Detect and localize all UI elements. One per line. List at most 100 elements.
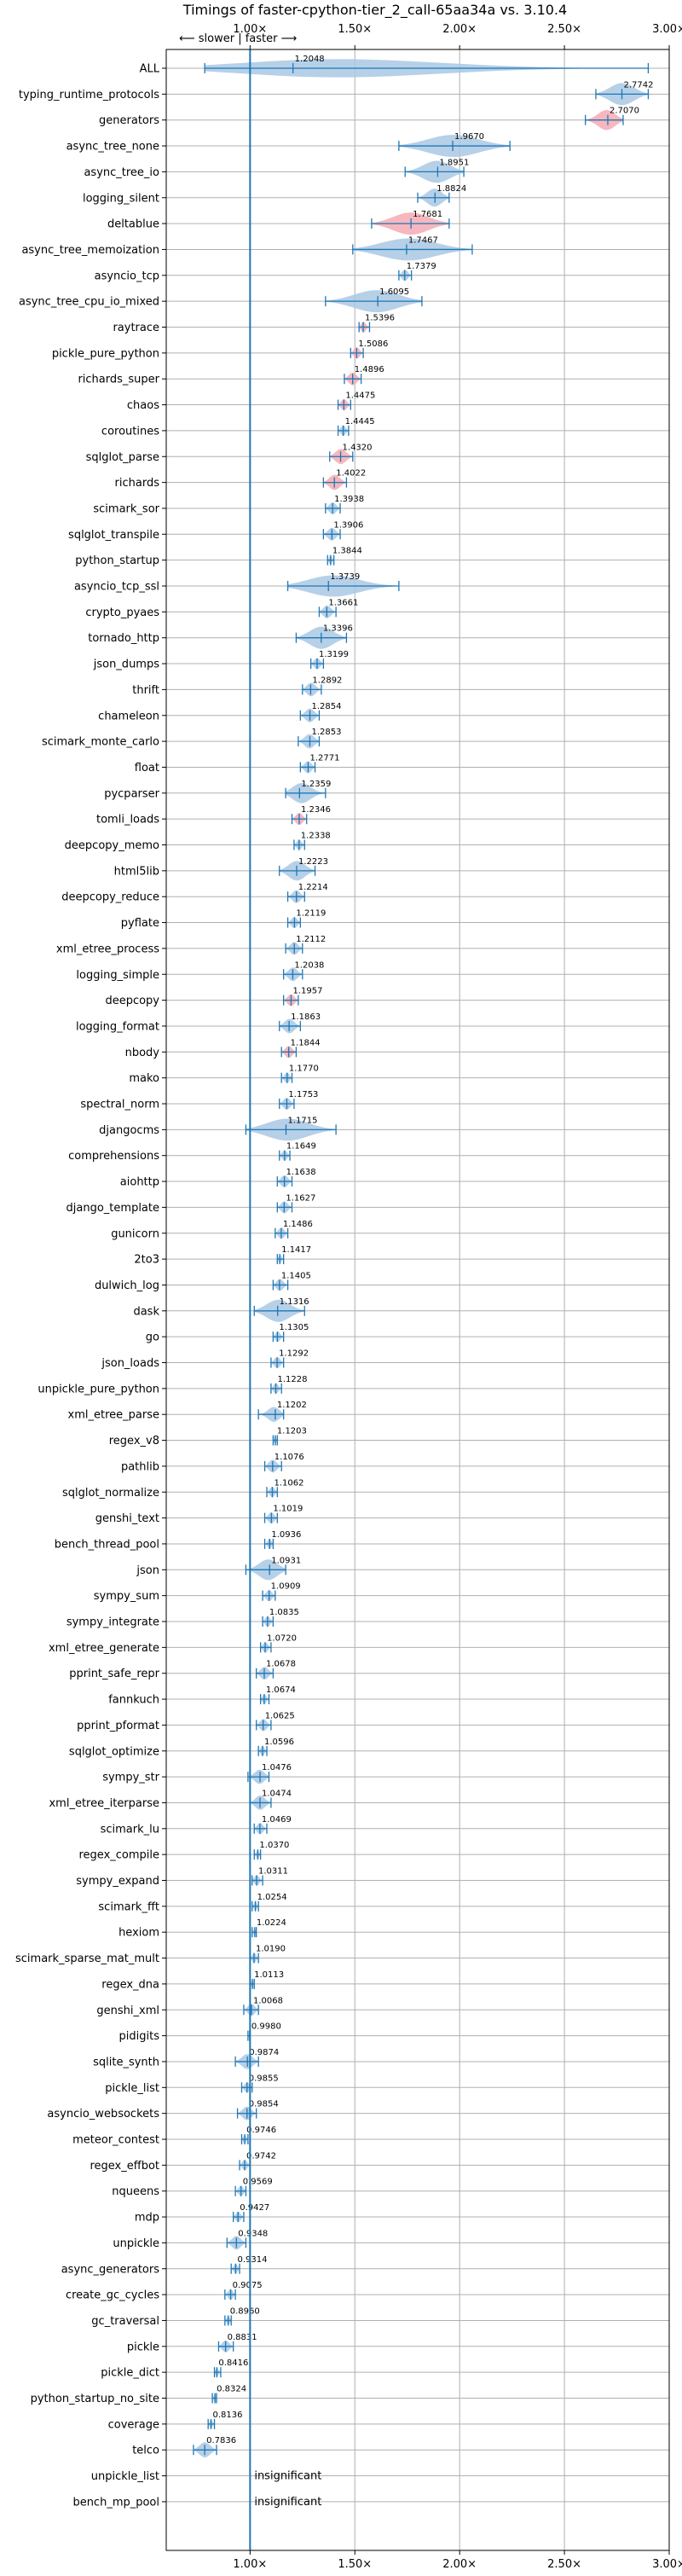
value-label: 0.9742 [246,2151,276,2161]
y-tick-label: sympy_expand [76,1875,159,1888]
y-tick-label: comprehensions [68,1150,159,1163]
y-tick-label: scimark_sor [93,502,159,515]
y-tick-label: sqlglot_normalize [62,1487,159,1500]
value-label: 0.9854 [249,2100,279,2109]
y-tick-label: tornado_http [88,632,159,645]
y-tick-label: 2to3 [134,1254,159,1267]
value-label: 0.8416 [218,2358,248,2368]
y-tick-label: raytrace [113,322,159,334]
value-label: 1.5396 [365,314,395,323]
value-label: 1.7467 [408,235,438,245]
y-tick-label: async_tree_cpu_io_mixed [19,296,159,309]
y-tick-label: djangocms [99,1124,159,1137]
y-tick-label: hexiom [118,1927,159,1940]
value-label: 1.3906 [333,520,363,530]
value-label: 1.0476 [262,1763,292,1772]
y-tick-label: deepcopy_memo [65,839,159,852]
value-label: 0.9980 [251,2022,281,2032]
y-tick-label: scimark_lu [101,1823,159,1836]
value-label: 1.4320 [343,443,373,452]
y-tick-label: coroutines [101,425,159,438]
y-tick-label: django_template [66,1202,159,1215]
y-tick-label: sqlglot_optimize [69,1745,159,1758]
y-tick-label: create_gc_cycles [66,2289,159,2302]
value-label: 1.7681 [413,210,442,219]
y-tick-label: nbody [125,1047,160,1059]
value-label: 1.0625 [265,1711,295,1720]
chart-title: Timings of faster-cpython-tier_2_call-65… [182,2,567,19]
value-label: 0.9075 [233,2281,263,2290]
y-tick-label: crypto_pyaes [85,606,159,619]
y-tick-label: sqlglot_parse [86,451,159,464]
y-tick-label: deltablue [107,218,159,231]
x-tick-label-top: 1.00× [233,23,267,36]
y-tick-label: json_loads [101,1357,159,1370]
value-label: 1.2038 [294,960,324,970]
y-tick-label: async_tree_none [66,141,159,154]
y-tick-label: chameleon [98,710,159,722]
y-tick-label: logging_simple [76,969,159,982]
value-label: 1.1019 [273,1505,303,1514]
y-tick-label: dask [133,1305,159,1318]
value-label: 1.8824 [436,184,466,194]
value-label: 0.9348 [238,2229,268,2238]
x-tick-label-bottom: 3.00× [652,2558,682,2571]
y-tick-label: float [135,762,159,775]
y-tick-label: regex_dna [101,1978,159,1991]
value-label: 0.9427 [240,2203,269,2213]
y-tick-label: deepcopy_reduce [61,891,159,904]
value-annotations: 1.2048 2.7742 2.7070 1.9670 1.8951 1.8824 1.76… [206,55,653,2509]
y-tick-label: sqlglot_transpile [68,529,159,542]
value-label: 1.1863 [291,1012,321,1022]
y-tick-label: json [136,1564,159,1577]
y-tick-label: python_startup_no_site [31,2393,159,2405]
y-tick-label: sympy_integrate [66,1616,159,1629]
value-label: 2.7070 [610,107,639,116]
value-label: 1.0674 [266,1685,296,1695]
y-tick-label: regex_effbot [90,2160,159,2173]
value-label: 1.1405 [281,1271,311,1280]
y-tick-label: xml_etree_generate [49,1642,159,1655]
value-label: 1.1062 [274,1478,303,1488]
value-label: 1.0678 [266,1660,296,1669]
value-label: 1.4475 [345,392,375,401]
axes: 1.00× 1.00× 1.50× 1.50× 2.00× 2.00× 2.50× 2.50×… [15,23,682,2571]
y-tick-label: gc_traversal [91,2315,159,2328]
y-tick-label: typing_runtime_protocols [19,89,159,102]
direction-label: ⟵ slower | faster ⟶ [179,32,297,45]
value-label: 1.0254 [257,1893,287,1902]
y-tick-label: sympy_sum [94,1590,159,1603]
x-tick-label-top: 1.50× [338,23,372,36]
y-tick-label: xml_etree_process [56,943,159,955]
value-label: 1.1770 [289,1065,319,1074]
y-tick-label: regex_compile [78,1849,159,1862]
value-label: 1.7379 [407,262,436,271]
value-label: 1.0720 [267,1633,297,1643]
value-label: 2.7742 [623,80,653,90]
y-tick-label: xml_etree_parse [68,1409,159,1422]
y-tick-label: regex_v8 [109,1435,159,1448]
y-tick-label: json_dumps [93,659,159,671]
y-tick-label: meteor_contest [72,2134,159,2147]
value-label: 1.0311 [258,1867,288,1877]
value-label: 1.2359 [301,780,331,789]
y-tick-label: bench_thread_pool [55,1538,159,1551]
value-label: 1.6095 [379,287,409,297]
y-tick-label: genshi_text [95,1512,159,1525]
y-tick-label: pprint_pformat [77,1720,159,1732]
value-label: 0.8831 [228,2333,257,2342]
value-label: 1.2119 [296,909,326,919]
value-label: 1.1292 [279,1349,309,1359]
y-tick-label: asyncio_websockets [47,2108,159,2121]
y-tick-label: go [146,1332,159,1344]
value-label: 1.1417 [281,1245,311,1255]
value-label: 1.1203 [277,1427,307,1436]
x-tick-label-top: 3.00× [652,23,682,36]
value-label: 0.9874 [249,2048,279,2057]
value-label: 1.8951 [439,158,469,167]
y-tick-label: deepcopy [105,995,159,1007]
value-label: 1.3938 [334,495,364,504]
value-label: 1.1228 [278,1375,308,1384]
y-tick-label: pathlib [121,1460,159,1473]
value-label: 1.1316 [280,1297,309,1307]
